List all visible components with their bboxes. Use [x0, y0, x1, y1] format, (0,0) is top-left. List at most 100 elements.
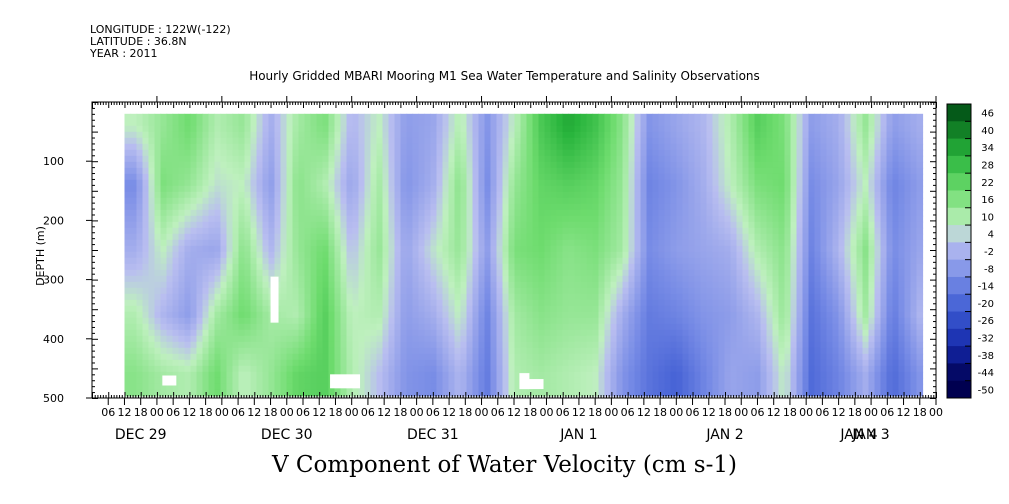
heatmap-cell: [154, 263, 162, 271]
heatmap-cell: [436, 131, 444, 139]
heatmap-cell: [262, 203, 270, 211]
heatmap-cell: [388, 197, 396, 205]
heatmap-cell: [412, 203, 420, 211]
heatmap-cell: [286, 161, 294, 169]
heatmap-cell: [598, 299, 606, 307]
heatmap-cell: [316, 179, 324, 187]
heatmap-cell: [388, 293, 396, 301]
heatmap-cell: [226, 191, 234, 199]
heatmap-cell: [670, 335, 678, 343]
heatmap-cell: [172, 125, 180, 133]
heatmap-cell: [424, 233, 432, 241]
heatmap-cell: [520, 347, 528, 355]
heatmap-cell: [280, 233, 288, 241]
heatmap-cell: [526, 215, 534, 223]
heatmap-cell: [136, 329, 144, 337]
heatmap-cell: [526, 131, 534, 139]
heatmap-cell: [706, 221, 714, 229]
heatmap-cell: [250, 227, 258, 235]
heatmap-cell: [514, 137, 522, 145]
heatmap-cell: [712, 329, 720, 337]
heatmap-cell: [580, 371, 588, 379]
heatmap-cell: [442, 389, 450, 397]
heatmap-cell: [484, 299, 492, 307]
heatmap-cell: [304, 131, 312, 139]
heatmap-cell: [382, 161, 390, 169]
heatmap-cell: [688, 203, 696, 211]
heatmap-cell: [646, 203, 654, 211]
heatmap-cell: [622, 215, 630, 223]
heatmap-cell: [160, 347, 168, 355]
heatmap-cell: [226, 155, 234, 163]
heatmap-cell: [484, 317, 492, 325]
heatmap-cell: [628, 293, 636, 301]
heatmap-cell: [244, 155, 252, 163]
heatmap-cell: [412, 215, 420, 223]
heatmap-cell: [532, 257, 540, 265]
heatmap-cell: [628, 335, 636, 343]
heatmap-cell: [514, 293, 522, 301]
heatmap-cell: [160, 173, 168, 181]
heatmap-cell: [382, 233, 390, 241]
heatmap-cell: [664, 371, 672, 379]
heatmap-cell: [484, 191, 492, 199]
heatmap-cell: [526, 233, 534, 241]
heatmap-cell: [154, 125, 162, 133]
heatmap-cell: [718, 161, 726, 169]
heatmap-cell: [454, 317, 462, 325]
heatmap-cell: [484, 377, 492, 385]
heatmap-cell: [628, 167, 636, 175]
heatmap-cell: [226, 305, 234, 313]
heatmap-cell: [316, 245, 324, 253]
heatmap-cell: [502, 293, 510, 301]
heatmap-cell: [430, 221, 438, 229]
heatmap-cell: [496, 251, 504, 259]
heatmap-cell: [322, 245, 330, 253]
heatmap-cell: [400, 383, 408, 391]
heatmap-cell: [694, 185, 702, 193]
heatmap-cell: [736, 323, 744, 331]
heatmap-cell: [382, 263, 390, 271]
heatmap-cell: [358, 227, 366, 235]
heatmap-cell: [250, 329, 258, 337]
heatmap-cell: [502, 227, 510, 235]
heatmap-cell: [496, 335, 504, 343]
heatmap-cell: [490, 215, 498, 223]
heatmap-cell: [466, 269, 474, 277]
heatmap-cell: [220, 323, 228, 331]
heatmap-cell: [316, 221, 324, 229]
heatmap-cell: [418, 113, 426, 121]
heatmap-cell: [508, 209, 516, 217]
heatmap-cell: [274, 161, 282, 169]
heatmap-cell: [730, 161, 738, 169]
heatmap-cell: [124, 323, 132, 331]
heatmap-cell: [220, 377, 228, 385]
heatmap-cell: [424, 137, 432, 145]
heatmap-cell: [388, 341, 396, 349]
heatmap-cell: [142, 239, 150, 247]
heatmap-cell: [634, 233, 642, 241]
heatmap-cell: [160, 269, 168, 277]
heatmap-cell: [220, 197, 228, 205]
heatmap-cell: [202, 143, 210, 151]
heatmap-cell: [400, 347, 408, 355]
longitude-label: LONGITUDE : 122W(-122): [90, 23, 231, 36]
heatmap-cell: [502, 323, 510, 331]
heatmap-cell: [730, 389, 738, 397]
heatmap-cell: [364, 161, 372, 169]
heatmap-cell: [400, 329, 408, 337]
heatmap-cell: [454, 311, 462, 319]
heatmap-cell: [508, 173, 516, 181]
heatmap-cell: [442, 227, 450, 235]
heatmap-cell: [550, 359, 558, 367]
heatmap-cell: [274, 269, 282, 277]
heatmap-cell: [358, 269, 366, 277]
heatmap-cell: [658, 323, 666, 331]
heatmap-cell: [682, 245, 690, 253]
heatmap-cell: [640, 173, 648, 181]
heatmap-cell: [634, 143, 642, 151]
heatmap-cell: [352, 269, 360, 277]
heatmap-cell: [430, 203, 438, 211]
heatmap-cell: [406, 251, 414, 259]
heatmap-cell: [160, 371, 168, 379]
